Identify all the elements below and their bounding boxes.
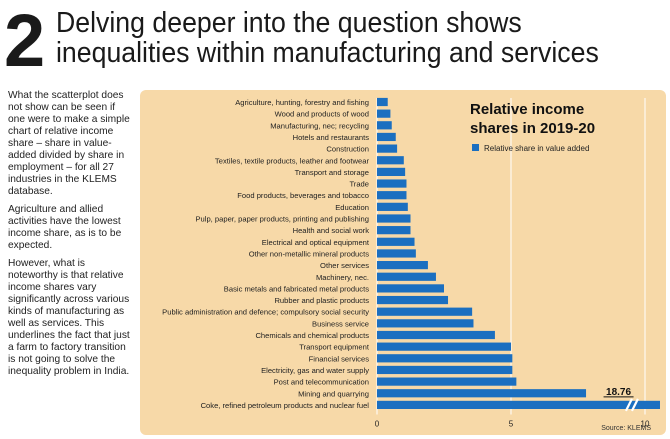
category-label: Basic metals and fabricated metal produc…: [224, 284, 369, 293]
data-label: 18.76: [606, 387, 631, 398]
category-label: Post and telecommunication: [274, 378, 369, 387]
sidebar-paragraph-3: However, what is noteworthy is that rela…: [8, 258, 130, 377]
category-label: Business service: [312, 319, 369, 328]
bar: [377, 284, 444, 293]
sidebar-text: What the scatterplot does not show can b…: [8, 90, 130, 384]
bar: [377, 365, 513, 375]
category-label: Mining and quarrying: [298, 389, 369, 398]
bar: [377, 132, 396, 142]
title-line-1: Delving deeper into the question shows: [56, 7, 522, 39]
x-tick-label: 5: [509, 420, 514, 429]
source-note: Source: KLEMS: [601, 425, 651, 432]
bar: [377, 272, 436, 281]
axis-break-mark: [624, 398, 639, 412]
chart-title-line-2: shares in 2019-20: [470, 120, 595, 137]
bar: [377, 330, 495, 340]
bar: [377, 400, 660, 409]
x-tick-label: 10: [641, 420, 650, 429]
category-label: Pulp, paper, paper products, printing an…: [195, 215, 369, 224]
category-label: Trade: [349, 180, 369, 189]
bar: [377, 109, 391, 118]
bar: [377, 237, 415, 246]
x-tick-label: 0: [375, 420, 380, 429]
category-label: Wood and products of wood: [275, 110, 369, 119]
bar: [377, 214, 411, 223]
bar: [377, 191, 407, 200]
bar: [377, 144, 398, 153]
legend-swatch: [472, 144, 479, 151]
category-label: Transport and storage: [295, 168, 369, 177]
title-line-2: inequalities within manufacturing and se…: [56, 37, 599, 69]
sidebar-paragraph-2: Agriculture and allied activities have t…: [8, 204, 122, 251]
category-label: Construction: [326, 145, 369, 154]
legend-label: Relative share in value added: [484, 144, 589, 153]
x-axis: 0 5 10: [375, 420, 650, 429]
bar: [377, 319, 474, 328]
page-title: Delving deeper into the question shows i…: [56, 8, 617, 68]
bars-layer: 18.76: [377, 97, 660, 412]
category-labels: Agriculture, hunting, forestry and fishi…: [162, 98, 370, 410]
category-label: Other services: [320, 261, 369, 270]
bar: [377, 295, 449, 305]
bar: [377, 121, 392, 130]
bar: [377, 249, 416, 258]
category-label: Public administration and defence; compu…: [162, 308, 369, 317]
category-label: Transport equipment: [299, 343, 370, 352]
category-label: Agriculture, hunting, forestry and fishi…: [235, 98, 369, 107]
category-label: Food products, beverages and tobacco: [237, 191, 369, 200]
bar: [377, 202, 408, 211]
category-label: Health and social work: [293, 226, 370, 235]
category-label: Electrical and optical equipment: [262, 238, 370, 247]
bar: [377, 354, 513, 363]
category-label: Chemicals and chemical products: [255, 331, 369, 340]
figure-number: 2: [4, 0, 45, 82]
sidebar-paragraph-1: What the scatterplot does not show can b…: [8, 90, 130, 197]
category-label: Machinery, nec.: [316, 273, 369, 282]
bar: [377, 342, 511, 351]
bar: [377, 167, 406, 176]
bar: [377, 97, 388, 107]
category-label: Electricity, gas and water supply: [261, 366, 369, 375]
bar: [377, 179, 407, 188]
category-label: Textiles, textile products, leather and …: [215, 156, 370, 165]
chart-title-line-1: Relative income: [470, 101, 584, 118]
bar: [377, 307, 473, 316]
category-label: Manufacturing, nec; recycling: [270, 121, 369, 130]
category-label: Financial services: [309, 354, 370, 363]
bar: [377, 377, 517, 386]
category-label: Coke, refined petroleum products and nuc…: [201, 401, 370, 410]
category-label: Rubber and plastic products: [274, 296, 369, 305]
bar: [377, 389, 587, 398]
bar: [377, 261, 428, 270]
bar: [377, 226, 411, 235]
bar: [377, 156, 404, 165]
category-label: Other non-metallic mineral products: [249, 249, 369, 258]
category-label: Hotels and restaurants: [293, 133, 370, 142]
category-label: Education: [335, 203, 369, 212]
